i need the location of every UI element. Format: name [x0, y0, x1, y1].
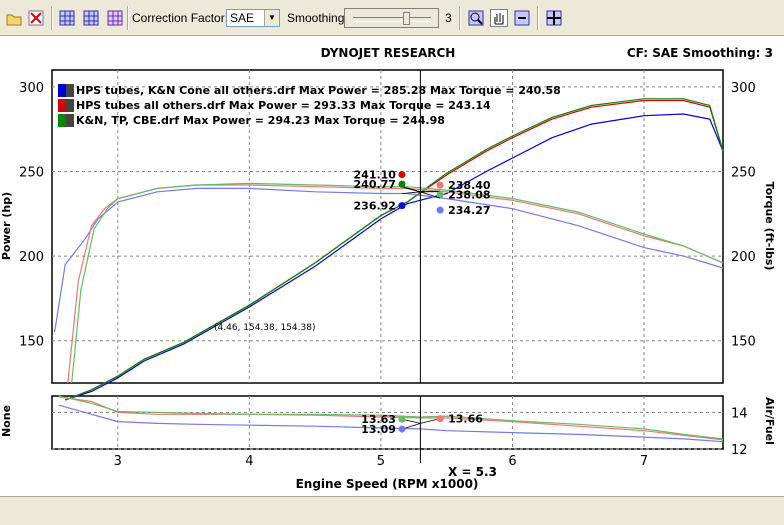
correction-factor-select[interactable]: SAE ▼ — [226, 9, 280, 27]
marker-dot — [436, 191, 444, 199]
main-grid — [52, 70, 723, 383]
correction-factor-label: Correction Factor: — [132, 11, 229, 25]
y-tick-label-right: 300 — [731, 81, 756, 96]
marker-value-label: 240.77 — [354, 178, 396, 191]
marker-value-label: 238.08 — [448, 189, 490, 202]
x-axis-label: Engine Speed (RPM x1000) — [296, 477, 479, 491]
close-run-icon[interactable] — [27, 9, 45, 27]
marker-dot — [436, 415, 444, 423]
marker-dot — [398, 180, 406, 188]
y-tick-label-right: 150 — [731, 335, 756, 350]
correction-factor-value: SAE — [230, 11, 255, 25]
marker-dot — [436, 206, 444, 214]
status-bar — [0, 496, 784, 525]
af-series-line — [58, 404, 724, 443]
toolbar-separator — [127, 6, 129, 30]
legend-entry: K&N, TP, CBE.drf Max Power = 294.23 Max … — [76, 114, 445, 127]
legend-entry: HPS tubes all others.drf Max Power = 293… — [76, 99, 491, 112]
marker-value-label: 13.63 — [361, 413, 396, 426]
toolbar: Correction Factor: SAE ▼ Smoothing: 3 — [0, 0, 784, 36]
marker-value-label: 13.66 — [448, 413, 483, 426]
marker-dot — [398, 415, 406, 423]
marker-dot — [398, 171, 406, 179]
x-ticks: 3 4 5 6 7 — [114, 454, 649, 469]
af-series-line — [58, 395, 724, 440]
toolbar-separator — [459, 6, 461, 30]
open-folder-icon[interactable] — [5, 9, 23, 27]
series-line-torque — [71, 182, 724, 384]
main-plot-frame — [51, 69, 724, 384]
af-axis-label-right: Air/Fuel — [763, 397, 776, 445]
marker-leader — [420, 191, 441, 199]
y-axis-label-left: Power (hp) — [0, 192, 13, 260]
slider-track — [353, 17, 431, 22]
toolbar-separator — [537, 6, 539, 30]
y-tick-label-right: 250 — [731, 166, 756, 181]
cursor-x-label: X = 5.3 — [448, 465, 497, 479]
af-axis-label-left: None — [0, 405, 13, 437]
zoom-out-icon[interactable] — [513, 9, 531, 27]
cursor-annotation: (4.46, 154.38, 154.38) — [214, 323, 316, 333]
smoothing-label: Smoothing: — [287, 11, 348, 25]
y-tick-label: 300 — [19, 81, 44, 96]
zoom-icon[interactable] — [467, 9, 485, 27]
series-line-power — [65, 113, 724, 401]
legend-entry: HPS tubes, K&N Cone all others.drf Max P… — [76, 84, 561, 97]
marker-value-label: 238.40 — [448, 179, 491, 192]
series-line-torque — [67, 184, 724, 384]
af-plot-frame — [51, 395, 724, 450]
y-tick-label-right: 200 — [731, 250, 756, 265]
af-value-markers: 13.63 13.66 13.09 — [361, 413, 483, 436]
legend-swatch-shade — [66, 99, 74, 112]
grid-icon[interactable] — [58, 9, 76, 27]
marker-leader — [401, 186, 421, 193]
x-tick-label: 4 — [245, 454, 253, 469]
slider-thumb[interactable] — [403, 12, 410, 25]
x-tick-label: 3 — [114, 454, 122, 469]
marker-dot — [398, 425, 406, 433]
dyno-chart[interactable]: DYNOJET RESEARCH CF: SAE Smoothing: 3 24… — [0, 36, 784, 496]
legend-swatch — [58, 114, 66, 127]
x-tick-label: 7 — [640, 454, 648, 469]
af-series-line — [58, 396, 724, 441]
af-series — [58, 395, 724, 443]
marker-value-label: 234.27 — [448, 204, 490, 217]
toolbar-separator — [51, 6, 53, 30]
af-tick-label: 14 — [731, 406, 748, 421]
legend-swatch — [58, 84, 66, 97]
y-tick-label: 150 — [19, 335, 44, 350]
y-tick-label: 200 — [19, 250, 44, 265]
legend-swatch-shade — [66, 114, 74, 127]
marker-value-label: 13.09 — [361, 423, 396, 436]
y-tick-label: 250 — [19, 166, 44, 181]
chart-title: DYNOJET RESEARCH — [321, 46, 456, 60]
hand-pan-icon[interactable] — [490, 9, 508, 27]
y-axis-label-right: Torque (ft-lbs) — [763, 182, 776, 271]
y-ticks-left: 150 200 250 300 — [19, 81, 44, 350]
marker-value-label: 241.10 — [354, 169, 397, 182]
af-tick-label: 12 — [731, 443, 748, 458]
grid-alt-icon[interactable] — [106, 9, 124, 27]
crosshair-icon[interactable] — [545, 9, 563, 27]
legend-swatch — [58, 99, 66, 112]
x-tick-label: 6 — [508, 454, 516, 469]
series-line-power — [64, 98, 724, 401]
x-tick-label: 5 — [377, 454, 385, 469]
chart-info: CF: SAE Smoothing: 3 — [627, 46, 773, 60]
smoothing-value: 3 — [445, 11, 452, 25]
chevron-down-icon[interactable]: ▼ — [264, 10, 279, 26]
legend: HPS tubes, K&N Cone all others.drf Max P… — [58, 84, 561, 127]
marker-dot — [436, 181, 444, 189]
smoothing-slider[interactable] — [344, 8, 439, 28]
af-grid — [52, 396, 723, 450]
grid-view-icon[interactable] — [82, 9, 100, 27]
marker-dot — [398, 202, 406, 210]
y-ticks-right: 150 200 250 300 12 14 — [731, 81, 756, 458]
series-line-torque — [54, 187, 724, 333]
marker-value-label: 236.92 — [354, 200, 396, 213]
legend-swatch-shade — [66, 84, 74, 97]
marker-leader — [401, 191, 421, 195]
main-series — [54, 98, 724, 401]
